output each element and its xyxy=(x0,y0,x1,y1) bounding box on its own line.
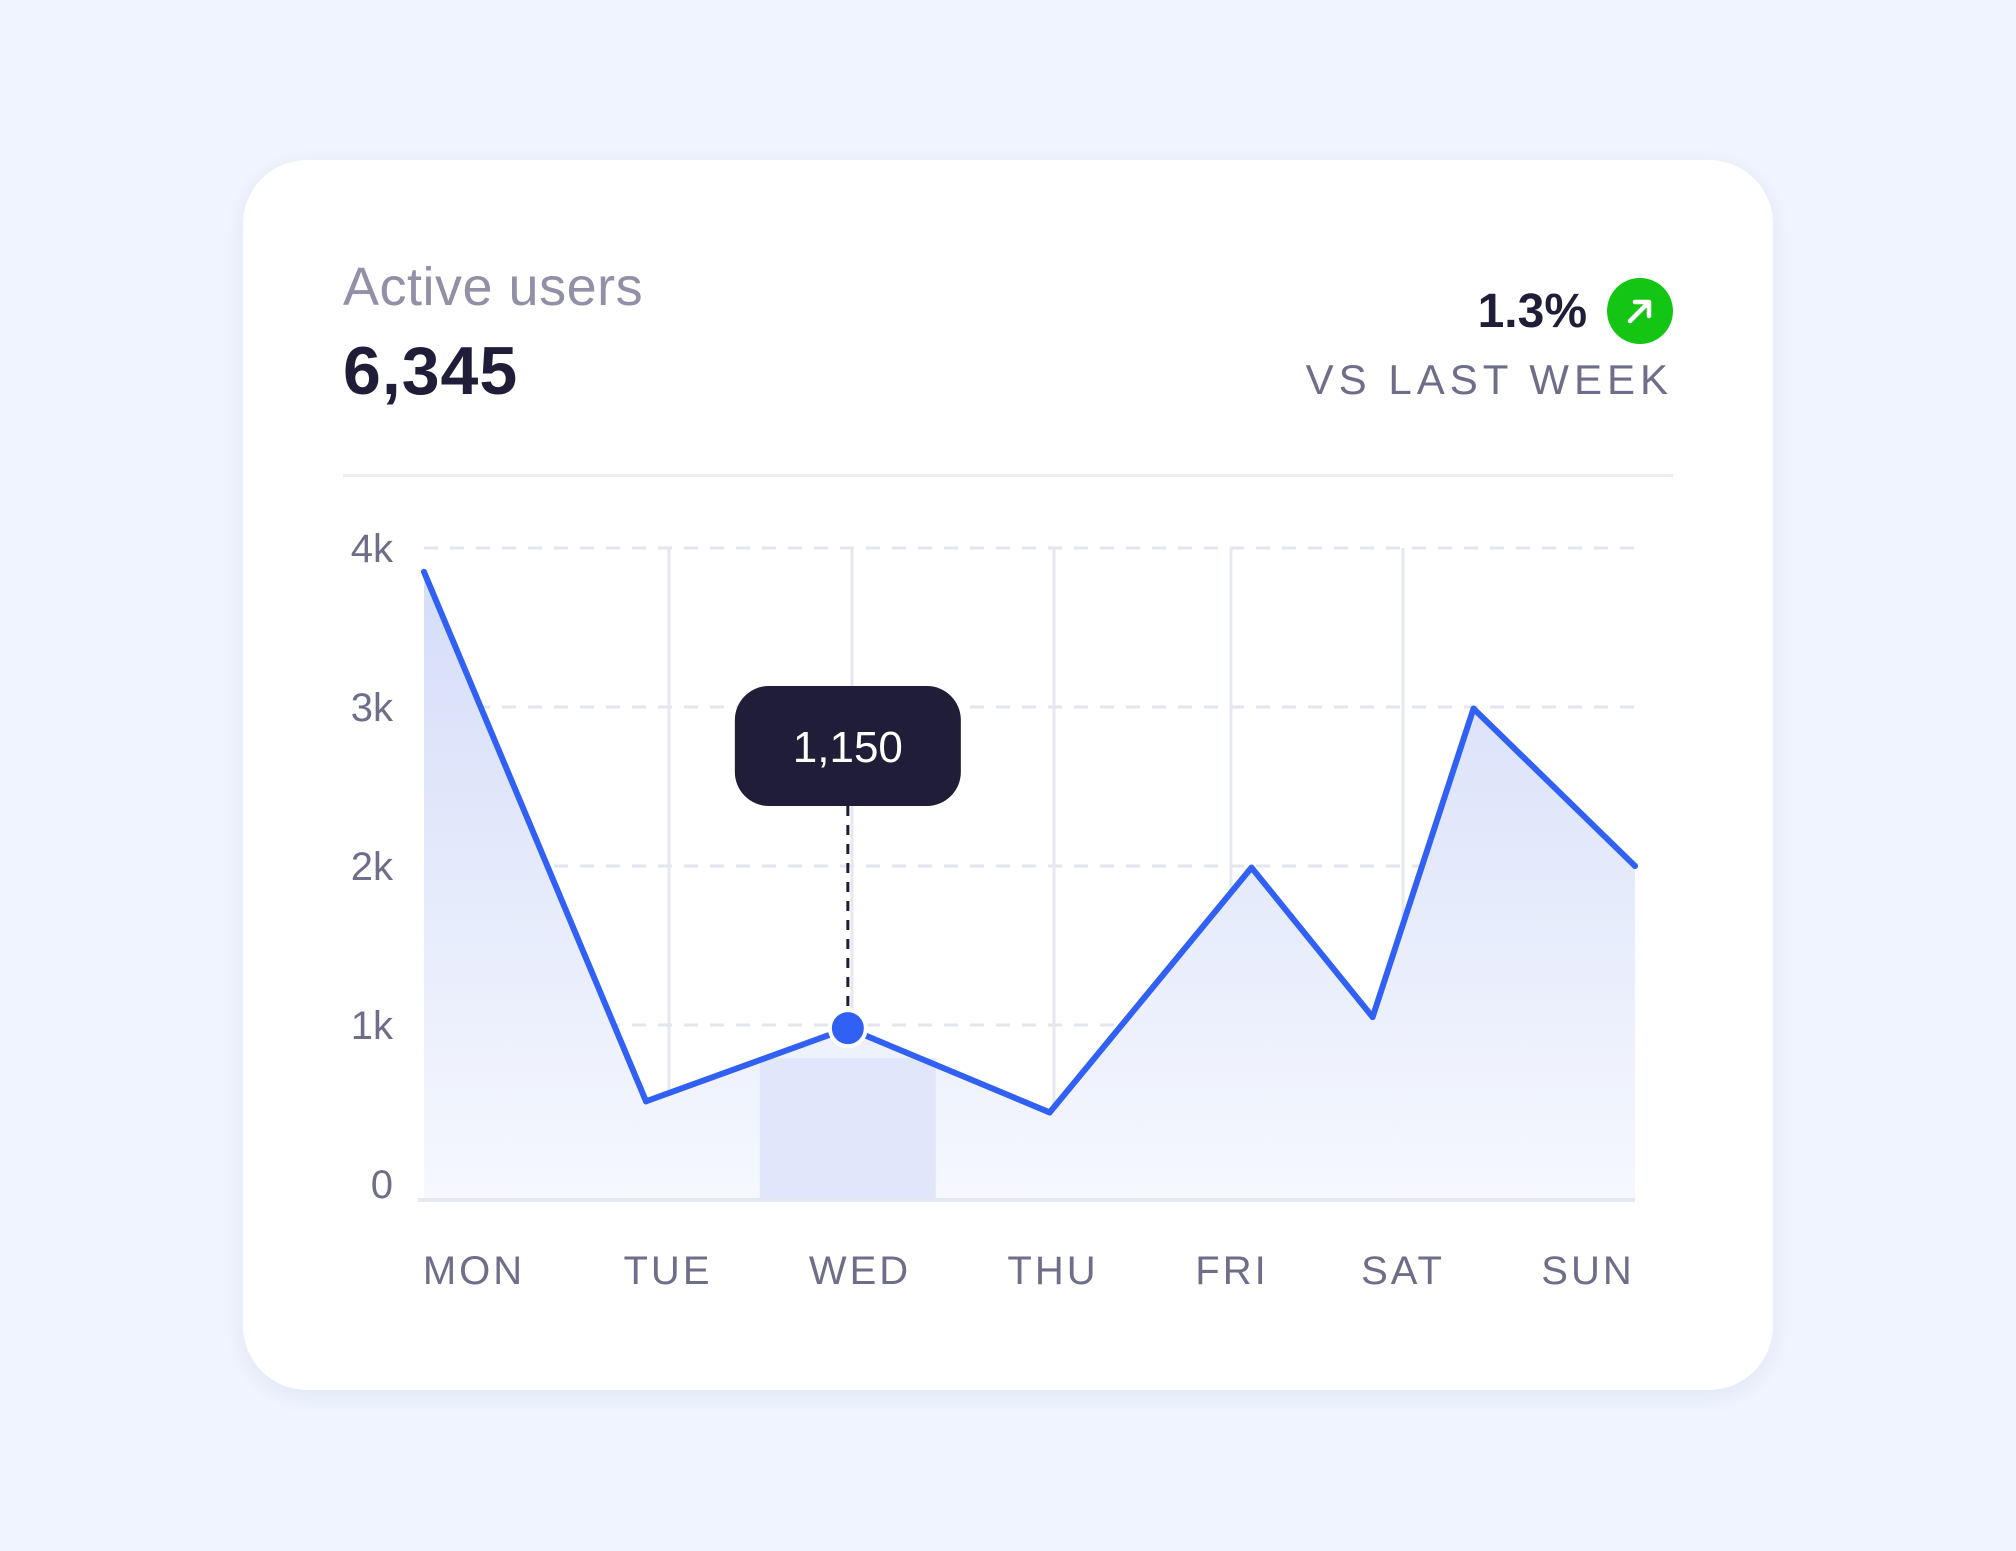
x-tick-label: WED xyxy=(809,1249,911,1293)
active-users-card: Active users 6,345 1.3% VS LAST WEEK 0 1k… xyxy=(243,160,1773,1390)
card-title: Active users xyxy=(343,257,644,317)
x-tick-label: SAT xyxy=(1361,1249,1445,1293)
y-tick-label: 4k xyxy=(351,527,394,571)
highlight-point[interactable] xyxy=(831,1012,864,1045)
line-chart: 0 1k 2k 3k 4k MON TUE WED THU FRI SAT SUN 1,150 xyxy=(351,527,1638,1293)
arrow-up-right-icon xyxy=(1607,278,1673,344)
data-point[interactable] xyxy=(1248,864,1255,871)
series-line xyxy=(421,568,1638,1116)
y-tick-label: 1k xyxy=(351,1004,394,1048)
change-percent: 1.3% xyxy=(1477,284,1587,338)
active-users-value: 6,345 xyxy=(343,333,519,409)
header-divider xyxy=(343,474,1673,477)
x-tick-label: THU xyxy=(1007,1249,1098,1293)
data-point[interactable] xyxy=(1470,705,1477,712)
area-fill xyxy=(424,571,1635,1200)
x-tick-label: MON xyxy=(423,1249,525,1293)
data-point[interactable] xyxy=(1046,1109,1053,1116)
y-tick-label: 2k xyxy=(351,845,394,889)
x-tick-label: SUN xyxy=(1541,1249,1634,1293)
tooltip-box xyxy=(734,686,961,806)
data-point[interactable] xyxy=(1632,863,1638,869)
data-point[interactable] xyxy=(643,1098,650,1105)
tooltip-label: 1,150 xyxy=(793,723,903,772)
x-tick-label: FRI xyxy=(1195,1249,1268,1293)
change-indicator: 1.3% xyxy=(1478,278,1673,344)
data-point[interactable] xyxy=(421,568,427,575)
data-point[interactable] xyxy=(1369,1014,1376,1021)
y-tick-label: 0 xyxy=(371,1163,393,1207)
x-tick-label: TUE xyxy=(624,1249,713,1293)
highlight-column xyxy=(759,1058,936,1200)
y-tick-label: 3k xyxy=(351,686,394,730)
compare-label: VS LAST WEEK xyxy=(1305,356,1673,403)
